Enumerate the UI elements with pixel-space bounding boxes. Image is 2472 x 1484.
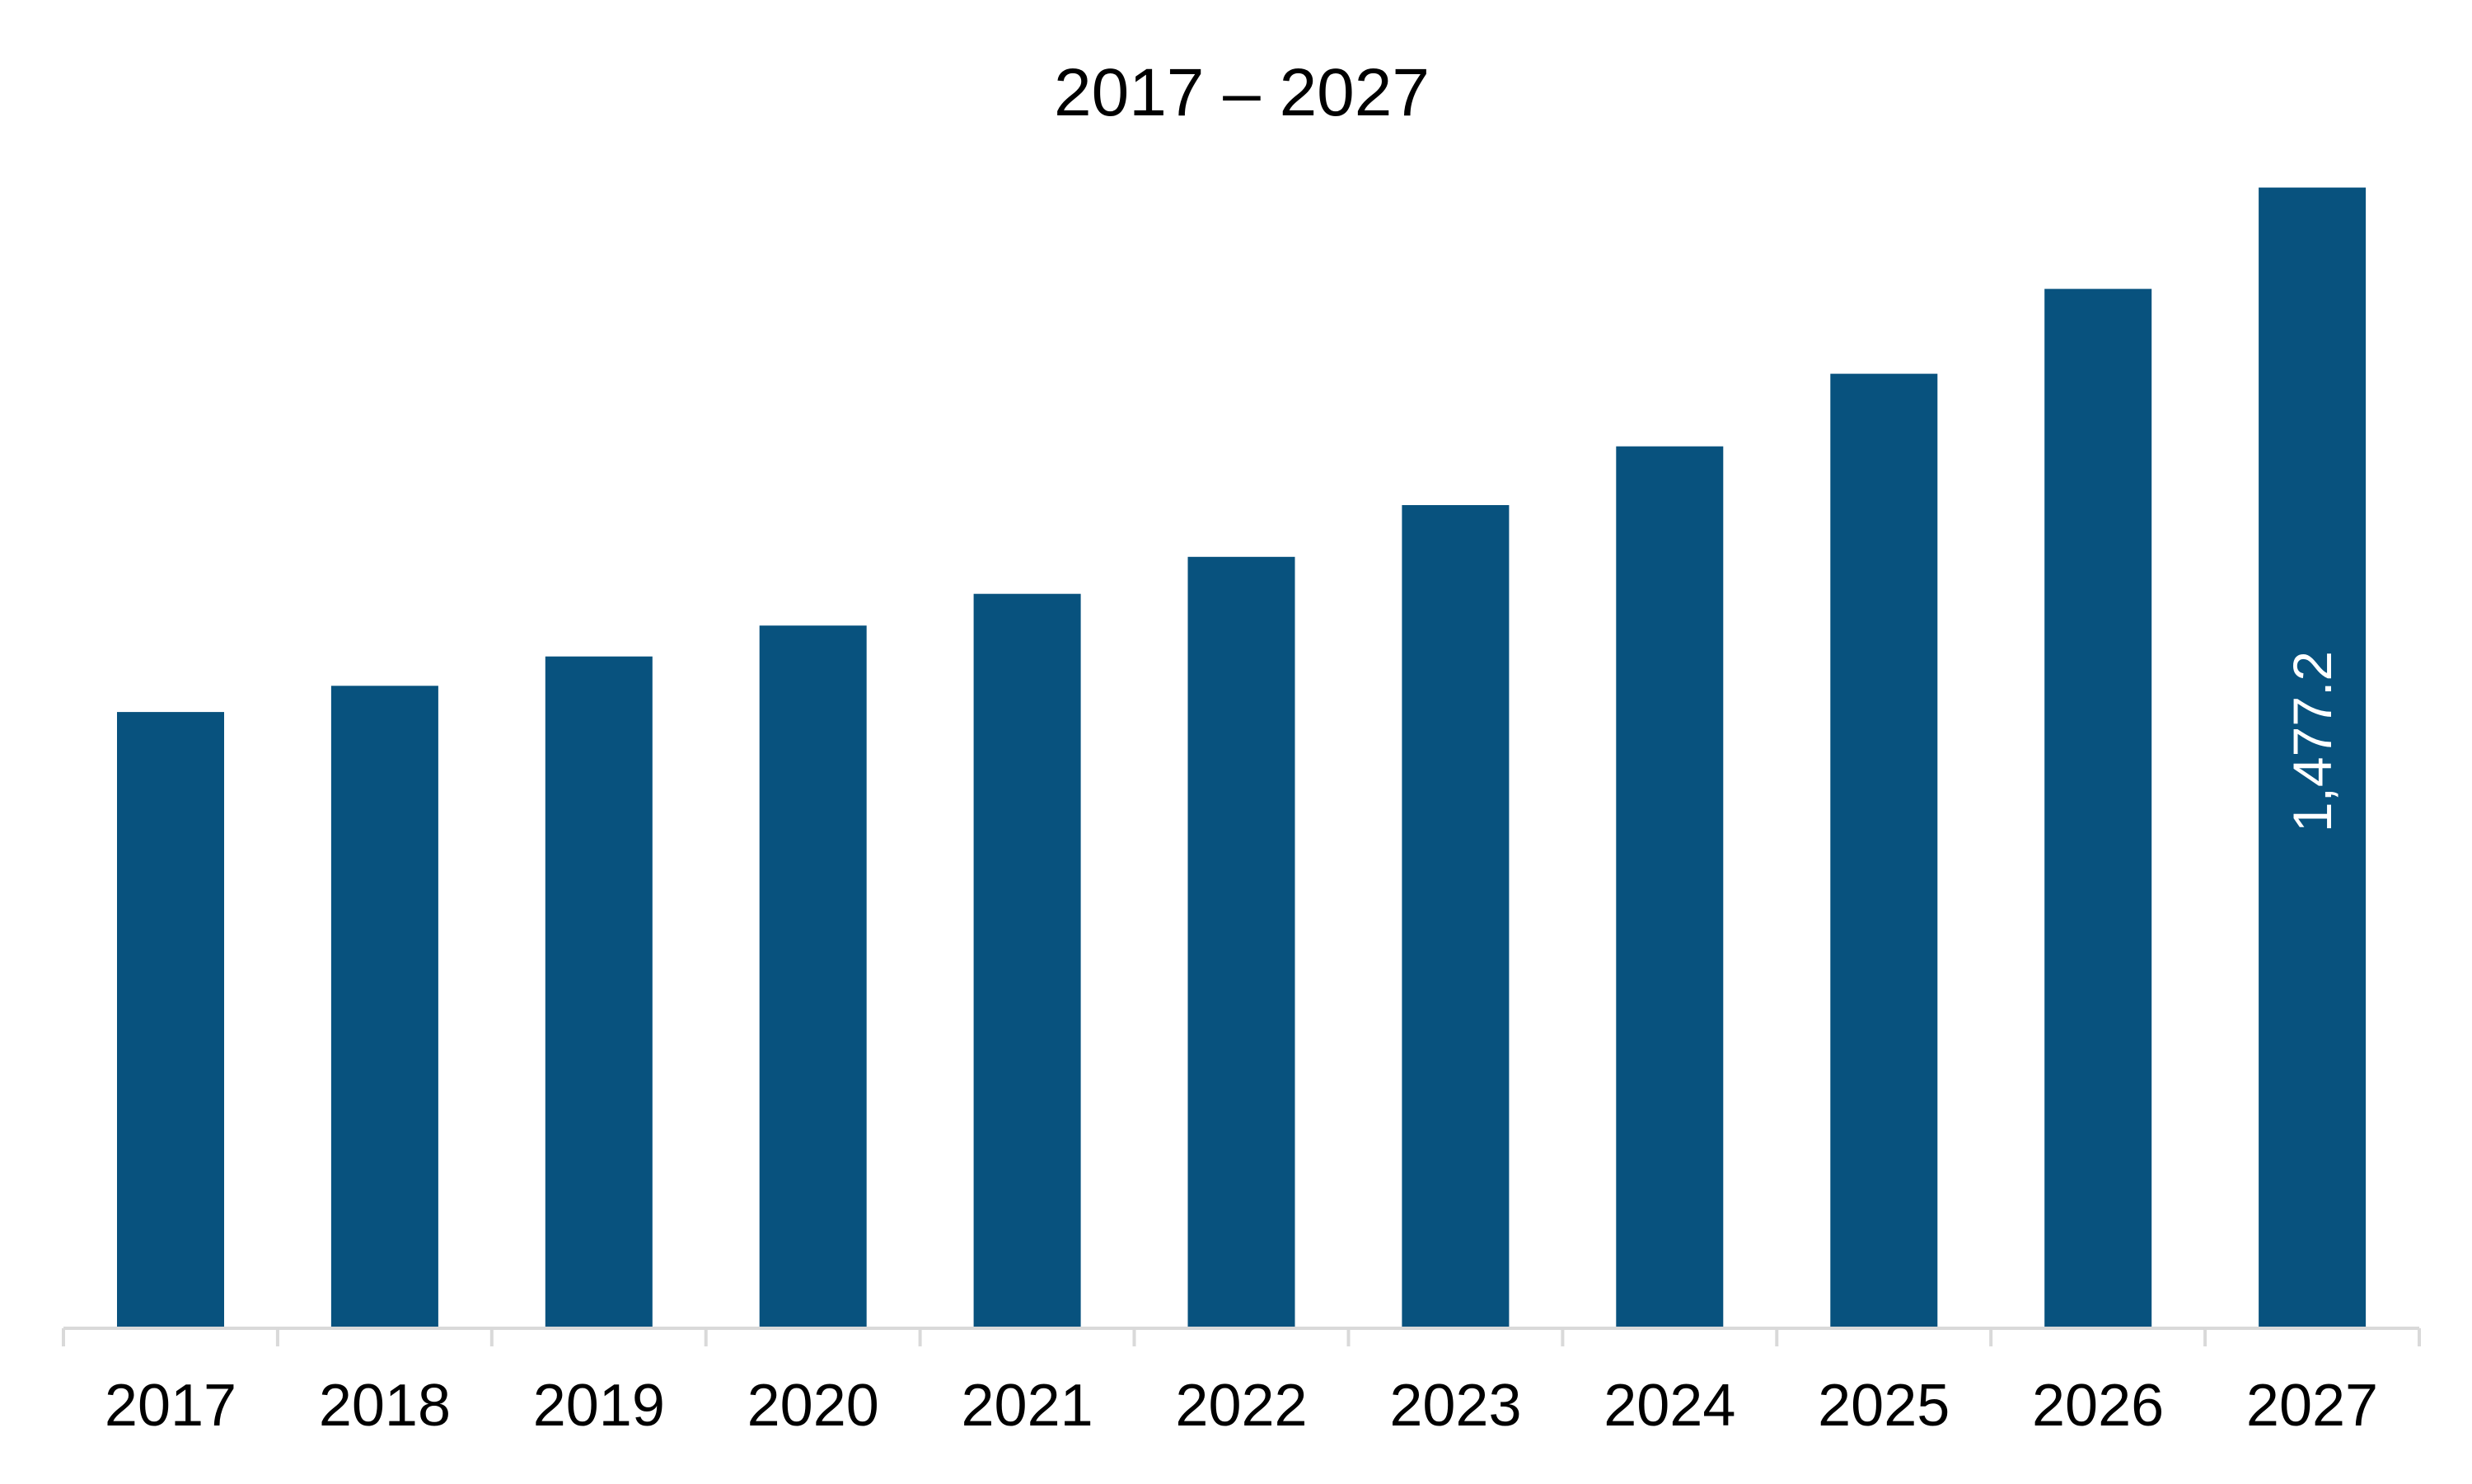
x-tick-label-2024: 2024 [1604, 1373, 1735, 1439]
x-tick-label-2027: 2027 [2246, 1373, 2378, 1439]
data-labels: 1,477.2 [2282, 651, 2343, 832]
x-tick-label-2021: 2021 [962, 1373, 1093, 1439]
chart-title: 2017 – 2027 [1054, 55, 1430, 130]
x-tick-label-2023: 2023 [1389, 1373, 1521, 1439]
bar-2017 [117, 712, 224, 1328]
x-tick-label-2026: 2026 [2032, 1373, 2164, 1439]
bar-2022 [1187, 556, 1295, 1328]
bar-2021 [973, 593, 1081, 1328]
x-tick-label-2022: 2022 [1175, 1373, 1307, 1439]
x-tick-label-2018: 2018 [319, 1373, 451, 1439]
data-label-2027: 1,477.2 [2282, 651, 2343, 832]
x-tick-label-2020: 2020 [747, 1373, 879, 1439]
x-tick-label-2025: 2025 [1818, 1373, 1950, 1439]
bar-2023 [1402, 505, 1510, 1328]
bar-2026 [2044, 288, 2152, 1329]
bars-layer [117, 187, 2367, 1329]
bar-2018 [330, 686, 438, 1328]
bar-2025 [1830, 373, 1938, 1329]
x-tick-label-2017: 2017 [105, 1373, 236, 1439]
bar-2020 [759, 625, 867, 1328]
bar-2024 [1616, 446, 1724, 1329]
bar-2019 [545, 656, 653, 1328]
x-axis [62, 1327, 2421, 1346]
x-tick-labels: 2017 2018 2019 2020 2021 2022 2023 2024 2025 2026… [105, 1373, 2378, 1439]
bar-2027 [2259, 187, 2367, 1329]
x-tick-label-2019: 2019 [533, 1373, 665, 1439]
